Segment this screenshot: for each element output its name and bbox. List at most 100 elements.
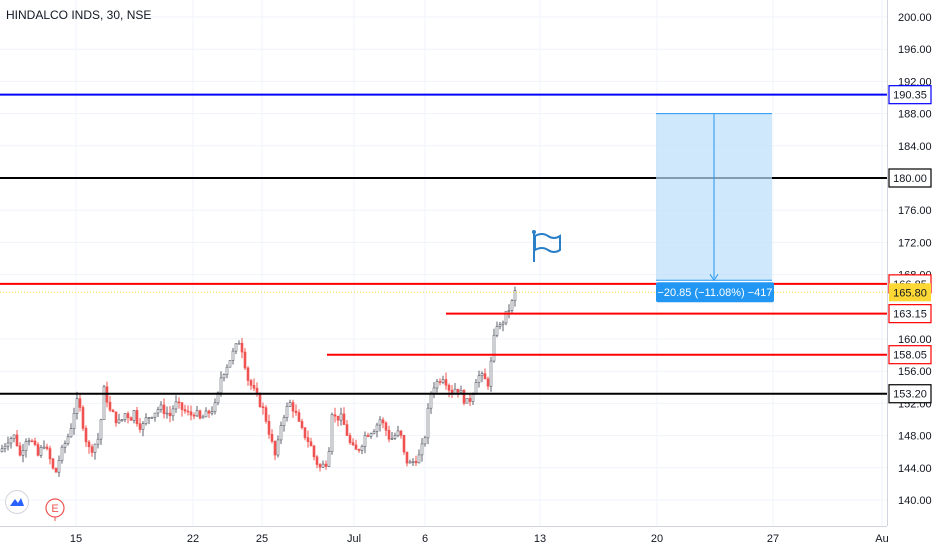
- flag-icon[interactable]: [532, 230, 561, 262]
- measure-tool[interactable]: −20.85 (−11.08%) −417: [656, 113, 774, 303]
- candle-body: [444, 379, 448, 386]
- grid: [0, 0, 887, 526]
- candle-body: [54, 467, 58, 473]
- candle-body: [177, 401, 181, 404]
- candle-body: [339, 413, 343, 421]
- candle-body: [498, 324, 502, 327]
- candle-body: [183, 409, 187, 412]
- level-badge: [888, 168, 932, 188]
- candle-body: [396, 430, 400, 436]
- candle-body: [153, 412, 157, 418]
- candle-body: [381, 419, 385, 424]
- level-badge-label: 180.00: [893, 173, 927, 185]
- y-tick-label: 184.00: [898, 141, 932, 153]
- candle-body: [174, 401, 178, 410]
- y-tick-label: 200.00: [898, 12, 932, 24]
- candle-body: [486, 378, 490, 387]
- candle-body: [48, 448, 52, 460]
- candle-body: [423, 437, 427, 445]
- time-axis[interactable]: 15 22 25 Jul 6 13 20 27 Au: [70, 533, 889, 545]
- candle-body: [483, 373, 487, 380]
- level-badge: [888, 85, 932, 105]
- candle-body: [372, 431, 376, 434]
- candle-body: [201, 416, 205, 419]
- candle-body: [219, 377, 223, 393]
- price-badges: 190.35180.00166.85163.15158.05153.20165.…: [888, 85, 932, 404]
- candle-body: [33, 440, 37, 445]
- candle-body: [159, 404, 163, 410]
- x-tick-label: 27: [767, 533, 779, 545]
- candle-body: [51, 458, 55, 469]
- candle-body: [312, 445, 316, 458]
- y-tick-label: 144.00: [898, 463, 932, 475]
- measure-label-box: [656, 282, 774, 303]
- candle-body: [117, 419, 121, 424]
- chart-title: HINDALCO INDS, 30, NSE: [6, 8, 152, 22]
- candle-body: [240, 342, 244, 353]
- candle-body: [96, 438, 100, 445]
- candle-body: [438, 381, 442, 383]
- level-badge-label: 153.20: [893, 389, 927, 401]
- candle-body: [129, 417, 133, 421]
- candle-body: [510, 300, 514, 311]
- candle-body: [252, 385, 256, 389]
- candles[interactable]: [0, 286, 517, 477]
- candle-body: [36, 444, 40, 456]
- candle-body: [429, 393, 433, 409]
- candle-body: [24, 441, 28, 452]
- candle-body: [411, 461, 415, 463]
- flag-pole-tip: [532, 230, 536, 234]
- candle-body: [111, 409, 115, 413]
- candle-body: [459, 390, 463, 393]
- x-tick-label: 25: [256, 533, 268, 545]
- x-tick-label: 15: [70, 533, 82, 545]
- candle-body: [171, 408, 175, 417]
- candle-body: [300, 421, 304, 428]
- candle-body: [81, 407, 85, 429]
- candle-body: [285, 405, 289, 418]
- candle-body: [360, 446, 364, 451]
- candle-body: [132, 410, 136, 421]
- y-tick-label: 156.00: [898, 366, 932, 378]
- x-tick-label: Au: [875, 533, 888, 545]
- earnings-event-marker[interactable]: E: [45, 498, 65, 521]
- candle-body: [138, 423, 142, 430]
- candle-body: [378, 419, 382, 426]
- candle-body: [336, 415, 340, 421]
- candle-body: [9, 438, 13, 444]
- candle-body: [93, 443, 97, 453]
- candle-body: [267, 421, 271, 435]
- level-badge: [888, 384, 932, 404]
- candle-body: [207, 410, 211, 414]
- candle-body: [291, 402, 295, 412]
- candle-body: [249, 380, 253, 386]
- candle-body: [90, 446, 94, 453]
- earnings-event-label: E: [51, 503, 58, 515]
- candle-body: [156, 409, 160, 414]
- candle-body: [369, 433, 373, 437]
- candle-body: [264, 407, 268, 422]
- candle-body: [87, 441, 91, 448]
- candle-body: [501, 322, 505, 325]
- candle-body: [21, 450, 25, 456]
- candle-body: [513, 290, 517, 301]
- candle-body: [231, 350, 235, 361]
- candle-body: [243, 351, 247, 369]
- candle-body: [0, 448, 4, 453]
- candle-body: [234, 343, 238, 352]
- candle-body: [489, 360, 493, 387]
- level-badge-label: 158.05: [893, 350, 927, 362]
- candle-body: [84, 428, 88, 443]
- candle-body: [402, 435, 406, 453]
- candle-body: [3, 445, 7, 450]
- candle-body: [306, 437, 310, 442]
- candle-body: [354, 444, 358, 450]
- candle-body: [222, 374, 226, 379]
- tradingview-logo[interactable]: [6, 491, 28, 513]
- candle-body: [390, 438, 394, 440]
- candle-body: [333, 414, 337, 417]
- candle-body: [462, 390, 466, 404]
- candle-body: [270, 434, 274, 442]
- candle-body: [420, 443, 424, 456]
